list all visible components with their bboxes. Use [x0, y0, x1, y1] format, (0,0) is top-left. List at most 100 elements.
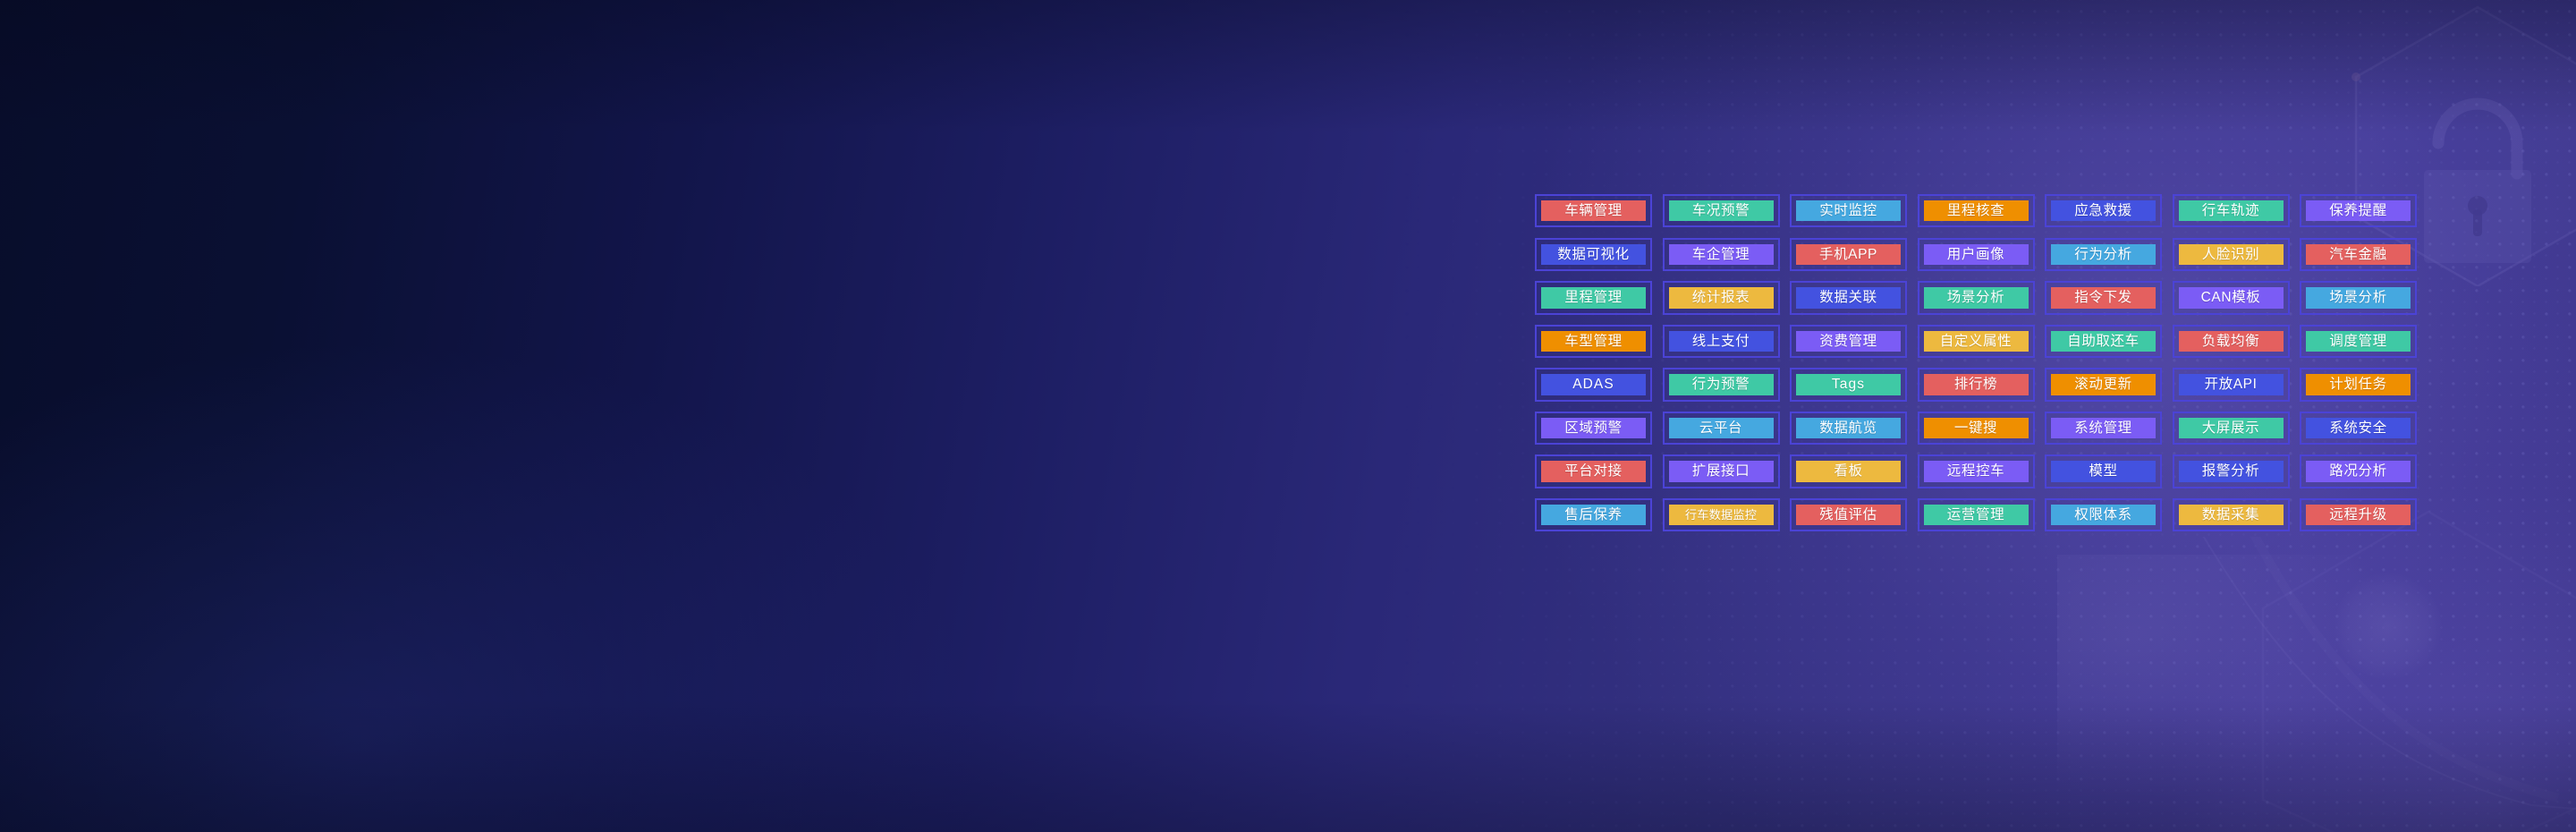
- feature-tile[interactable]: 区域预警: [1535, 411, 1652, 446]
- feature-tile[interactable]: 统计报表: [1662, 281, 1780, 315]
- feature-tile-fill: 行车数据监控: [1668, 505, 1774, 526]
- feature-tile[interactable]: 应急救援: [2045, 194, 2162, 228]
- feature-tile[interactable]: 计划任务: [2300, 368, 2417, 402]
- feature-tile-fill: 线上支付: [1668, 330, 1774, 352]
- feature-tile[interactable]: 数据关联: [1790, 281, 1907, 315]
- feature-tile[interactable]: 开放API: [2172, 368, 2290, 402]
- feature-tile-label: 路况分析: [2329, 463, 2387, 480]
- feature-tile[interactable]: 车企管理: [1662, 237, 1780, 271]
- feature-tile[interactable]: 自助取还车: [2045, 324, 2162, 359]
- feature-tile-fill: 数据可视化: [1541, 243, 1646, 265]
- feature-tile-label: 汽车金融: [2329, 246, 2387, 262]
- feature-tile[interactable]: 保养提醒: [2300, 194, 2417, 228]
- feature-tile[interactable]: 系统管理: [2045, 411, 2162, 446]
- feature-tile[interactable]: 负载均衡: [2172, 324, 2290, 359]
- feature-tile[interactable]: 手机APP: [1790, 237, 1907, 271]
- feature-tile-fill: 应急救援: [2051, 200, 2156, 222]
- feature-tile-label: 资费管理: [1819, 333, 1877, 349]
- feature-tile-label: 车型管理: [1564, 333, 1623, 349]
- feature-tile-fill: Tags: [1796, 374, 1901, 395]
- feature-tile-fill: 数据关联: [1796, 287, 1901, 309]
- feature-tile[interactable]: 滚动更新: [2045, 368, 2162, 402]
- feature-tile[interactable]: 资费管理: [1790, 324, 1907, 359]
- feature-tile-label: 远程控车: [1946, 463, 2005, 480]
- feature-tile-fill: 数据采集: [2178, 505, 2284, 526]
- feature-tile[interactable]: 数据可视化: [1535, 237, 1652, 271]
- feature-tile[interactable]: 报警分析: [2172, 454, 2290, 488]
- feature-tile-fill: 车况预警: [1668, 200, 1774, 222]
- feature-tile-fill: 实时监控: [1796, 200, 1901, 222]
- feature-tile[interactable]: 大屏展示: [2172, 411, 2290, 446]
- feature-tile-label: 线上支付: [1691, 333, 1750, 349]
- feature-tile[interactable]: ADAS: [1535, 368, 1652, 402]
- feature-tile-label: 调度管理: [2329, 333, 2387, 349]
- feature-tile-label: 行为预警: [1691, 377, 1750, 393]
- feature-tile-label: 售后保养: [1564, 506, 1623, 522]
- feature-tile-fill: 调度管理: [2306, 330, 2411, 352]
- feature-tile[interactable]: 里程管理: [1535, 281, 1652, 315]
- feature-tile[interactable]: 平台对接: [1535, 454, 1652, 488]
- feature-tile[interactable]: 数据采集: [2172, 498, 2290, 532]
- feature-tile-label: 车企管理: [1691, 246, 1750, 262]
- feature-tile-label: 计划任务: [2329, 377, 2387, 393]
- feature-tile[interactable]: Tags: [1790, 368, 1907, 402]
- feature-tile[interactable]: 模型: [2045, 454, 2162, 488]
- feature-tile[interactable]: 排行榜: [1917, 368, 2035, 402]
- feature-tile-fill: 一键搜: [1923, 417, 2029, 439]
- feature-tile-label: 人脸识别: [2201, 246, 2260, 262]
- feature-tile-fill: 保养提醒: [2306, 200, 2411, 222]
- feature-tile-fill: 手机APP: [1796, 243, 1901, 265]
- feature-tile-fill: 资费管理: [1796, 330, 1901, 352]
- feature-tile[interactable]: 路况分析: [2300, 454, 2417, 488]
- feature-tile[interactable]: 自定义属性: [1917, 324, 2035, 359]
- background-ring: [2334, 573, 2442, 680]
- feature-tile-label: 大屏展示: [2201, 420, 2260, 436]
- feature-tile[interactable]: 场景分析: [2300, 281, 2417, 315]
- feature-tile[interactable]: 看板: [1790, 454, 1907, 488]
- feature-tile-fill: 车辆管理: [1541, 200, 1646, 222]
- feature-tile[interactable]: 行为分析: [2045, 237, 2162, 271]
- feature-tile[interactable]: 用户画像: [1917, 237, 2035, 271]
- feature-tile[interactable]: 调度管理: [2300, 324, 2417, 359]
- feature-tile[interactable]: 数据航览: [1790, 411, 1907, 446]
- hexagon-outline-icon: [2261, 510, 2576, 832]
- feature-tile-fill: ADAS: [1541, 374, 1646, 395]
- feature-tile[interactable]: 人脸识别: [2172, 237, 2290, 271]
- feature-tile[interactable]: 行为预警: [1662, 368, 1780, 402]
- feature-tile[interactable]: 远程控车: [1917, 454, 2035, 488]
- feature-tile[interactable]: 扩展接口: [1662, 454, 1780, 488]
- feature-tile[interactable]: 云平台: [1662, 411, 1780, 446]
- feature-tile[interactable]: 场景分析: [1917, 281, 2035, 315]
- feature-tile[interactable]: 权限体系: [2045, 498, 2162, 532]
- feature-tile-fill: 自助取还车: [2051, 330, 2156, 352]
- feature-tile[interactable]: 车型管理: [1535, 324, 1652, 359]
- feature-tile[interactable]: 远程升级: [2300, 498, 2417, 532]
- feature-tile-label: 一键搜: [1953, 420, 1998, 436]
- feature-tile-fill: 模型: [2051, 461, 2156, 482]
- feature-tile[interactable]: 汽车金融: [2300, 237, 2417, 271]
- feature-tile[interactable]: 售后保养: [1535, 498, 1652, 532]
- feature-tile-fill: 路况分析: [2306, 461, 2411, 482]
- feature-tile[interactable]: 实时监控: [1790, 194, 1907, 228]
- feature-tile[interactable]: 行车数据监控: [1662, 498, 1780, 532]
- feature-tile[interactable]: 车辆管理: [1535, 194, 1652, 228]
- feature-tile-fill: 平台对接: [1541, 461, 1646, 482]
- feature-tile-fill: 云平台: [1668, 417, 1774, 439]
- feature-tile[interactable]: 线上支付: [1662, 324, 1780, 359]
- background-glow-left: [0, 340, 984, 832]
- feature-tile[interactable]: 车况预警: [1662, 194, 1780, 228]
- feature-tile-label: 滚动更新: [2074, 377, 2132, 393]
- feature-tile[interactable]: 运营管理: [1917, 498, 2035, 532]
- feature-tile[interactable]: 一键搜: [1917, 411, 2035, 446]
- feature-tile-grid: 车辆管理 车况预警 实时监控 里程核查 应急救援 行车轨迹 保养提醒数据可视化 车企管理 手机A…: [1535, 194, 2417, 532]
- feature-tile-label: 数据可视化: [1557, 246, 1630, 262]
- feature-tile-fill: 人脸识别: [2178, 243, 2284, 265]
- feature-tile[interactable]: CAN模板: [2172, 281, 2290, 315]
- feature-tile[interactable]: 残值评估: [1790, 498, 1907, 532]
- feature-tile[interactable]: 里程核查: [1917, 194, 2035, 228]
- feature-tile[interactable]: 行车轨迹: [2172, 194, 2290, 228]
- feature-tile[interactable]: 指令下发: [2045, 281, 2162, 315]
- feature-tile[interactable]: 系统安全: [2300, 411, 2417, 446]
- feature-tile-label: 实时监控: [1819, 202, 1877, 218]
